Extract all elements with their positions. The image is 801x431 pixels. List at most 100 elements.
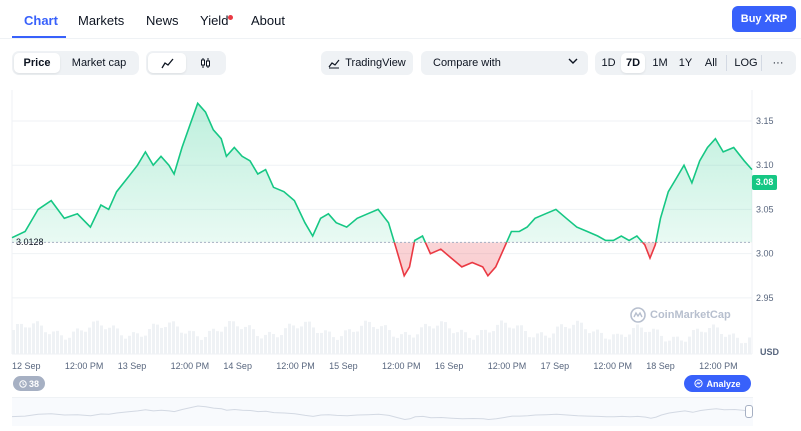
- volume-bar: [368, 321, 371, 354]
- volume-bar: [348, 329, 351, 354]
- navigator-sparkline: [11, 405, 754, 421]
- x-tick-label: 13 Sep: [118, 361, 147, 371]
- volume-bar: [568, 328, 571, 354]
- range-1m[interactable]: 1M: [652, 57, 668, 69]
- notification-dot: [228, 15, 233, 20]
- tab-markets[interactable]: Markets: [78, 13, 125, 28]
- volume-bar: [32, 323, 35, 354]
- x-tick-label: 12:00 PM: [593, 361, 632, 371]
- volume-bar: [164, 327, 167, 354]
- volume-bar: [656, 329, 659, 354]
- volume-bar: [140, 336, 143, 354]
- x-tick-label: 12:00 PM: [65, 361, 104, 371]
- volume-bar: [688, 336, 691, 354]
- volume-bar: [520, 325, 523, 354]
- volume-bar: [528, 337, 531, 354]
- volume-bar: [344, 330, 347, 354]
- active-tab-indicator: [12, 36, 66, 38]
- navigator-handle[interactable]: [745, 405, 753, 418]
- candlestick-icon: [200, 58, 210, 68]
- volume-bar: [608, 339, 611, 354]
- volume-bar: [116, 328, 119, 354]
- volume-bar: [248, 325, 251, 354]
- volume-bar: [732, 333, 735, 354]
- volume-bar: [716, 327, 719, 354]
- volume-bar: [580, 322, 583, 354]
- tab-news[interactable]: News: [146, 13, 179, 28]
- volume-bar: [432, 328, 435, 354]
- chart-type-toggle: [146, 51, 226, 75]
- x-tick-label: 12:00 PM: [488, 361, 527, 371]
- volume-bar: [228, 321, 231, 354]
- volume-bar: [232, 321, 235, 354]
- current-price-tag: 3.08: [752, 174, 777, 190]
- events-badge[interactable]: 38: [13, 376, 45, 391]
- volume-bar: [296, 328, 299, 354]
- volume-bar: [468, 337, 471, 354]
- volume-bar: [476, 335, 479, 354]
- volume-bar: [324, 330, 327, 354]
- volume-bar: [708, 327, 711, 354]
- volume-bar: [512, 328, 515, 354]
- volume-bar: [524, 330, 527, 354]
- volume-bar: [16, 323, 19, 354]
- volume-bar: [308, 321, 311, 354]
- volume-bar: [72, 331, 75, 354]
- top-nav: Chart Markets News Yield About Buy XRP: [0, 0, 801, 40]
- more-options-button[interactable]: ···: [772, 57, 784, 69]
- volume-bar: [588, 333, 591, 354]
- chart-lines: [11, 101, 753, 278]
- candlestick-button[interactable]: [186, 53, 224, 73]
- x-tick-label: 15 Sep: [329, 361, 358, 371]
- volume-bar: [144, 335, 147, 354]
- volume-bar: [540, 332, 543, 354]
- buy-xrp-button[interactable]: Buy XRP: [732, 6, 796, 32]
- volume-bar: [600, 332, 603, 354]
- tab-chart[interactable]: Chart: [24, 13, 58, 28]
- chart-areas: [12, 103, 752, 276]
- volume-bar: [60, 335, 63, 354]
- range-7d[interactable]: 7D: [621, 53, 645, 73]
- volume-bar: [452, 333, 455, 354]
- volume-bar: [252, 329, 255, 354]
- volume-bar: [204, 336, 207, 354]
- tradingview-button[interactable]: TradingView: [321, 51, 413, 75]
- volume-bar: [216, 331, 219, 354]
- volume-bar: [604, 338, 607, 354]
- volume-bar: [596, 329, 599, 354]
- log-button[interactable]: LOG: [734, 57, 758, 69]
- events-count: 38: [28, 378, 39, 389]
- volume-bar: [552, 333, 555, 354]
- volume-bar: [684, 341, 687, 354]
- volume-bar: [328, 331, 331, 354]
- volume-bar: [516, 325, 519, 354]
- line-chart-icon: [160, 58, 173, 68]
- volume-bar: [464, 332, 467, 354]
- analyze-button[interactable]: Analyze: [684, 375, 751, 392]
- x-tick-label: 12 Sep: [12, 361, 41, 371]
- volume-bar: [64, 339, 67, 354]
- range-1y[interactable]: 1Y: [678, 57, 693, 69]
- range-all[interactable]: All: [704, 57, 718, 69]
- volume-bar: [712, 324, 715, 354]
- tab-yield[interactable]: Yield: [200, 13, 229, 28]
- volume-bar: [668, 340, 671, 354]
- volume-bar: [408, 334, 411, 354]
- volume-bar: [640, 327, 643, 354]
- compare-with-dropdown[interactable]: Compare with: [421, 51, 588, 75]
- volume-bar: [316, 333, 319, 354]
- volume-bar: [664, 341, 667, 354]
- range-1d[interactable]: 1D: [601, 57, 616, 69]
- volume-bar: [288, 323, 291, 354]
- volume-bar: [132, 332, 135, 354]
- volume-bar: [108, 327, 111, 354]
- range-navigator[interactable]: [11, 397, 754, 426]
- volume-bar: [284, 328, 287, 354]
- line-chart-button[interactable]: [148, 53, 186, 73]
- volume-bar: [444, 322, 447, 354]
- market-cap-button[interactable]: Market cap: [71, 57, 127, 69]
- price-button[interactable]: Price: [14, 53, 60, 73]
- tab-about[interactable]: About: [251, 13, 285, 28]
- price-chart[interactable]: 3.15 3.10 3.05 3.00 2.95 12 Sep 12:00 PM 13 Se…: [0, 88, 801, 378]
- volume-bar: [720, 333, 723, 354]
